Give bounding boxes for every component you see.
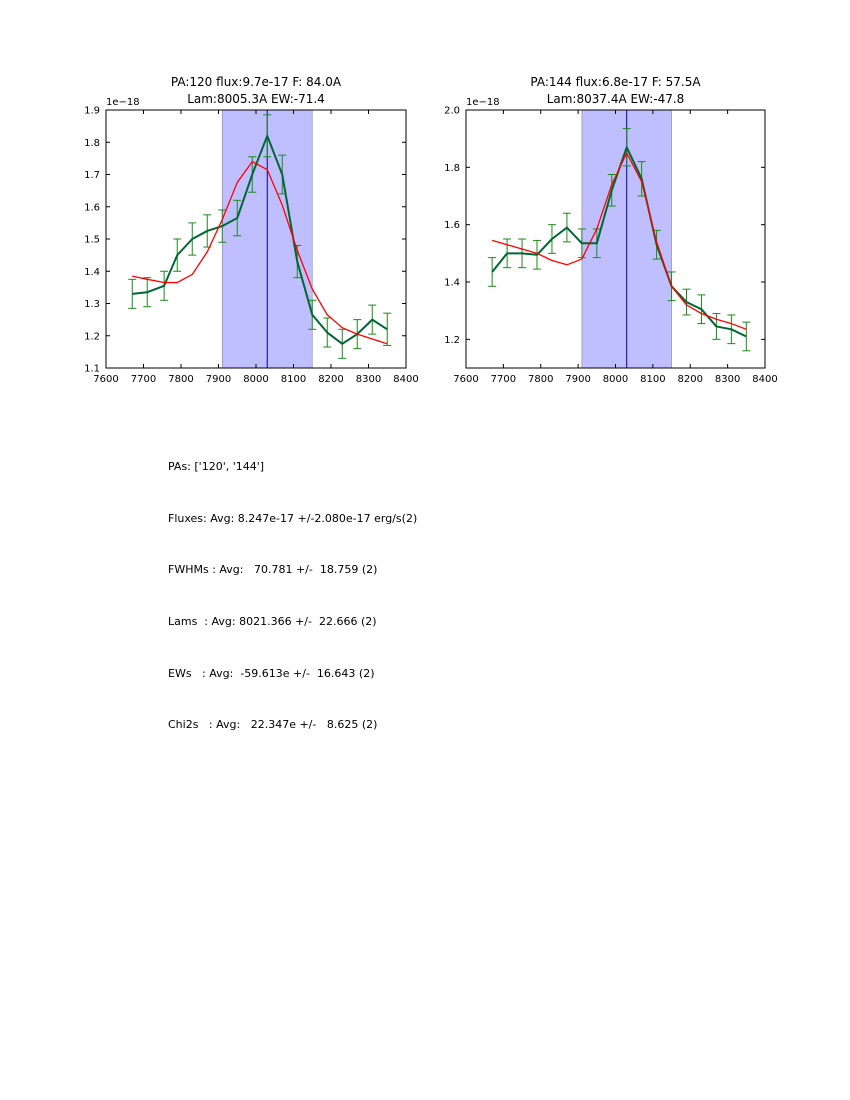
x-tick-label: 7900 [565,374,590,385]
chart-title-line2: Lam:8005.3A EW:-71.4 [187,92,325,106]
x-tick-label: 7600 [453,374,478,385]
x-tick-label: 8300 [356,374,381,385]
model-series-line [491,152,747,330]
y-tick-label: 1.4 [84,267,100,278]
x-tick-label: 8000 [243,374,268,385]
y-tick-label: 1.3 [84,299,100,310]
x-tick-label: 8100 [281,374,306,385]
x-tick-label: 8100 [640,374,665,385]
x-tick-label: 8200 [678,374,703,385]
pas-line: PAs: ['120', '144'] [168,460,265,473]
y-tick-label: 1.8 [84,138,100,149]
y-tick-label: 1.4 [444,278,460,289]
data-series-line [132,134,388,345]
y-tick-label: 1.6 [84,202,100,213]
x-tick-label: 8200 [318,374,343,385]
x-tick-label: 8000 [603,374,628,385]
x-tick-label: 7900 [206,374,231,385]
chart-1: 7600 7700 7800 7900 8000 8100 8200 8300 8400 1.1 1… [84,75,419,385]
y-tick-label: 1.5 [84,235,100,246]
x-tick-label: 7800 [168,374,193,385]
lams-line: Lams : Avg: 8021.366 +/- 22.666 (2) [168,615,377,629]
chart-title-line1: PA:144 flux:6.8e-17 F: 57.5A [530,75,701,89]
y-tick-label: 2.0 [444,106,460,117]
y-offset-label: 1e−18 [466,97,500,108]
model-series-line [132,160,388,345]
x-tick-label: 7800 [528,374,553,385]
chart-title-line2: Lam:8037.4A EW:-47.8 [547,92,685,106]
x-tick-label: 7600 [93,374,118,385]
fwhms-line: FWHMs : Avg: 70.781 +/- 18.759 (2) [168,563,378,577]
x-tick-label: 7700 [131,374,156,385]
chi2s-line: Chi2s : Avg: 22.347e +/- 8.625 (2) [168,718,378,732]
summary-statistics: PAs: ['120', '144'] Fluxes: Avg: 8.247e-… [168,434,417,757]
y-tick-label: 1.1 [84,364,100,375]
chart-2: 7600 7700 7800 7900 8000 8100 8200 8300 8400 1.2 1… [444,75,778,385]
fluxes-line: Fluxes: Avg: 8.247e-17 +/-2.080e-17 erg/… [168,511,418,525]
y-tick-label: 1.7 [84,170,100,181]
y-tick-label: 1.9 [84,106,100,117]
x-tick-label: 8400 [752,374,777,385]
x-tick-label: 8400 [393,374,418,385]
y-tick-label: 1.6 [444,220,460,231]
y-tick-label: 1.8 [444,163,460,174]
chart-title-line1: PA:120 flux:9.7e-17 F: 84.0A [171,75,342,89]
x-tick-label: 8300 [715,374,740,385]
y-offset-label: 1e−18 [106,97,140,108]
y-tick-label: 1.2 [444,335,460,346]
ews-line: EWs : Avg: -59.613e +/- 16.643 (2) [168,666,375,680]
y-tick-label: 1.2 [84,331,100,342]
x-tick-label: 7700 [491,374,516,385]
